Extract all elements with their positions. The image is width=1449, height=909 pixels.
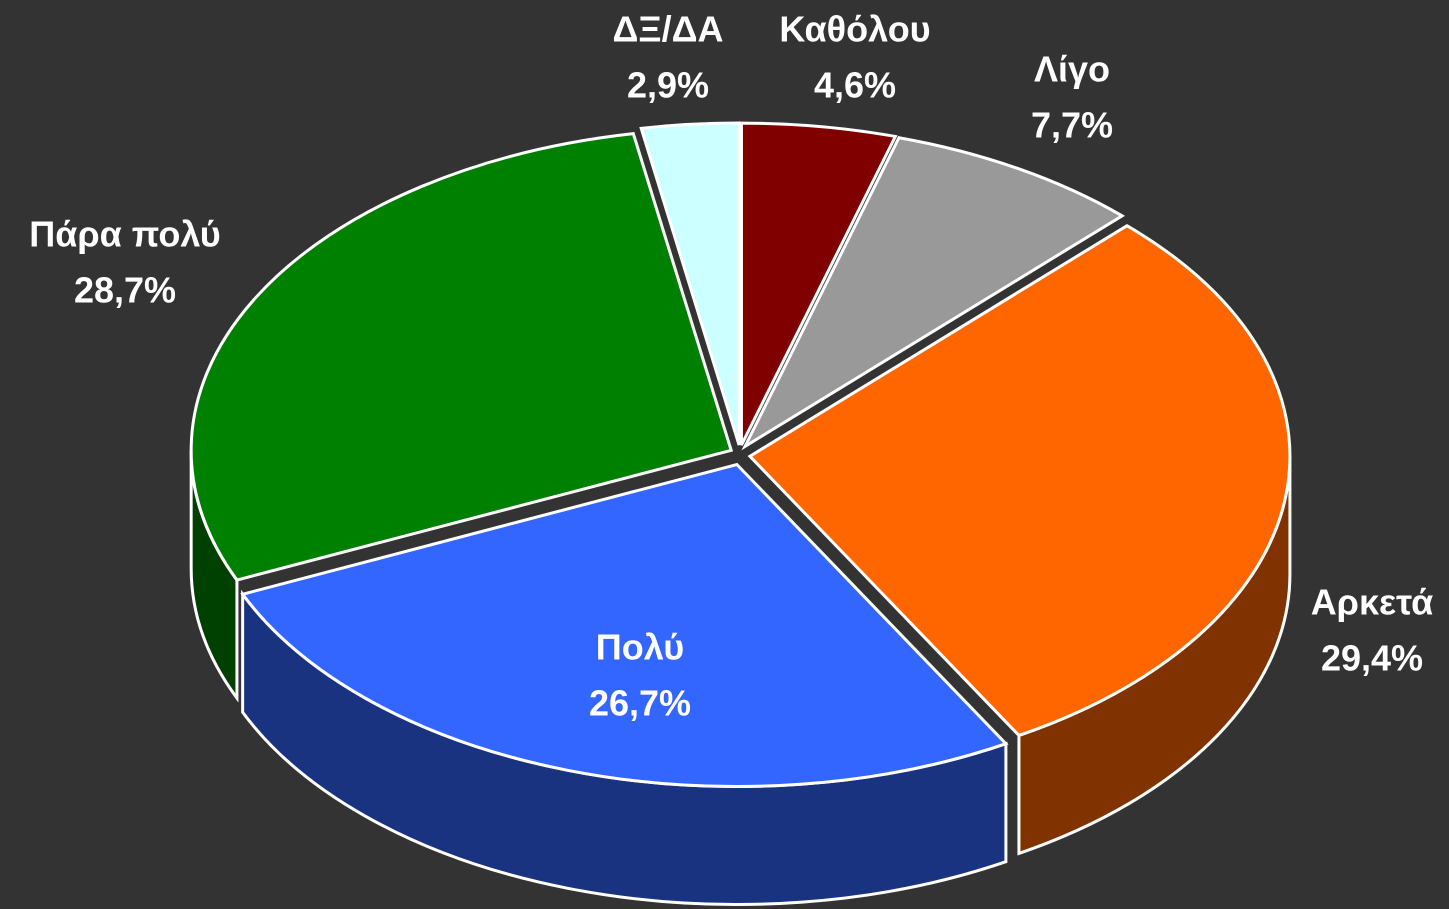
- slice: [189, 132, 734, 582]
- slice-value-label: 2,9%: [627, 65, 709, 106]
- slice-label: Αρκετά: [1311, 582, 1434, 623]
- slice-value-label: 26,7%: [589, 683, 691, 724]
- slice: [741, 136, 1125, 451]
- slice-value-label: 4,6%: [814, 65, 896, 106]
- slice-label: Καθόλου: [779, 9, 930, 50]
- slice-label: ΔΞ/ΔΑ: [613, 9, 724, 50]
- slice-label: Πολύ: [596, 627, 684, 668]
- slice: [747, 223, 1292, 738]
- slice: [240, 462, 1009, 788]
- slice-label: Λίγο: [1034, 49, 1110, 90]
- slice-value-label: 29,4%: [1321, 638, 1423, 679]
- slice-value-label: 28,7%: [74, 270, 176, 311]
- slice-label: Πάρα πολύ: [29, 214, 221, 255]
- slice-value-label: 7,7%: [1031, 105, 1113, 146]
- slice: [739, 121, 898, 446]
- slice: [639, 121, 741, 446]
